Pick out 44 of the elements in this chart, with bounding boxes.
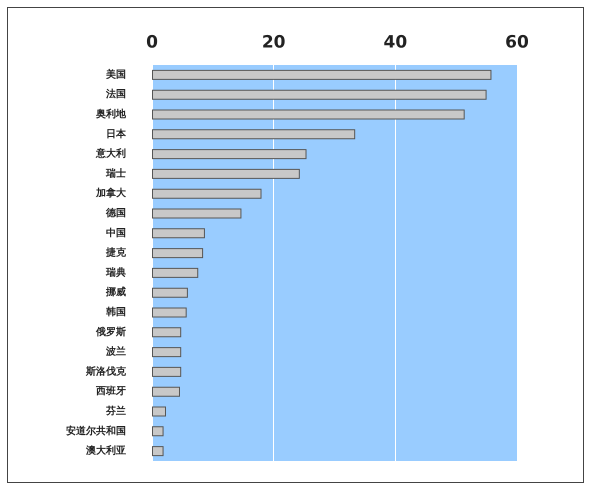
bar (152, 90, 487, 100)
y-tick-label: 意大利 (95, 148, 126, 160)
bar (152, 347, 182, 358)
bar (152, 446, 164, 456)
bar (152, 70, 492, 80)
y-tick-label: 西班牙 (95, 385, 126, 398)
y-tick-label: 斯洛伐克 (85, 365, 127, 378)
x-tick-label: 20 (262, 32, 286, 52)
bar (152, 248, 204, 258)
y-tick-label: 挪威 (105, 286, 126, 298)
bar (152, 406, 166, 416)
bar (152, 188, 262, 199)
y-tick-label: 澳大利亚 (85, 444, 126, 457)
y-tick-label: 芬兰 (105, 405, 126, 417)
y-tick-label: 德国 (105, 207, 126, 219)
bar (152, 308, 187, 318)
y-tick-label: 俄罗斯 (95, 326, 126, 338)
x-tick-label: 0 (146, 32, 158, 52)
bar (152, 426, 164, 436)
bar (152, 110, 465, 120)
bar (152, 228, 205, 238)
bar (152, 268, 198, 278)
y-tick-label: 日本 (106, 128, 127, 140)
y-tick-label: 法国 (105, 88, 126, 100)
bar (152, 208, 242, 218)
bar (152, 386, 180, 397)
y-tick-label: 美国 (105, 68, 126, 80)
y-tick-label: 奥利地 (95, 108, 127, 120)
bar (152, 129, 356, 140)
x-tick-label: 60 (505, 32, 529, 52)
y-tick-label: 波兰 (105, 346, 126, 358)
x-tick-label: 40 (383, 32, 408, 52)
bar (152, 288, 188, 298)
y-tick-label: 捷克 (105, 246, 127, 259)
y-tick-label: 韩国 (105, 306, 126, 318)
y-tick-label: 瑞士 (105, 167, 126, 180)
bar (152, 327, 182, 338)
bar (152, 149, 307, 160)
y-tick-label: 瑞典 (105, 266, 126, 278)
y-tick-label: 加拿大 (95, 187, 127, 200)
y-tick-label: 中国 (106, 226, 126, 239)
bar (152, 366, 182, 377)
y-tick-label: 安道尔共和国 (66, 424, 126, 437)
bar (152, 168, 300, 179)
